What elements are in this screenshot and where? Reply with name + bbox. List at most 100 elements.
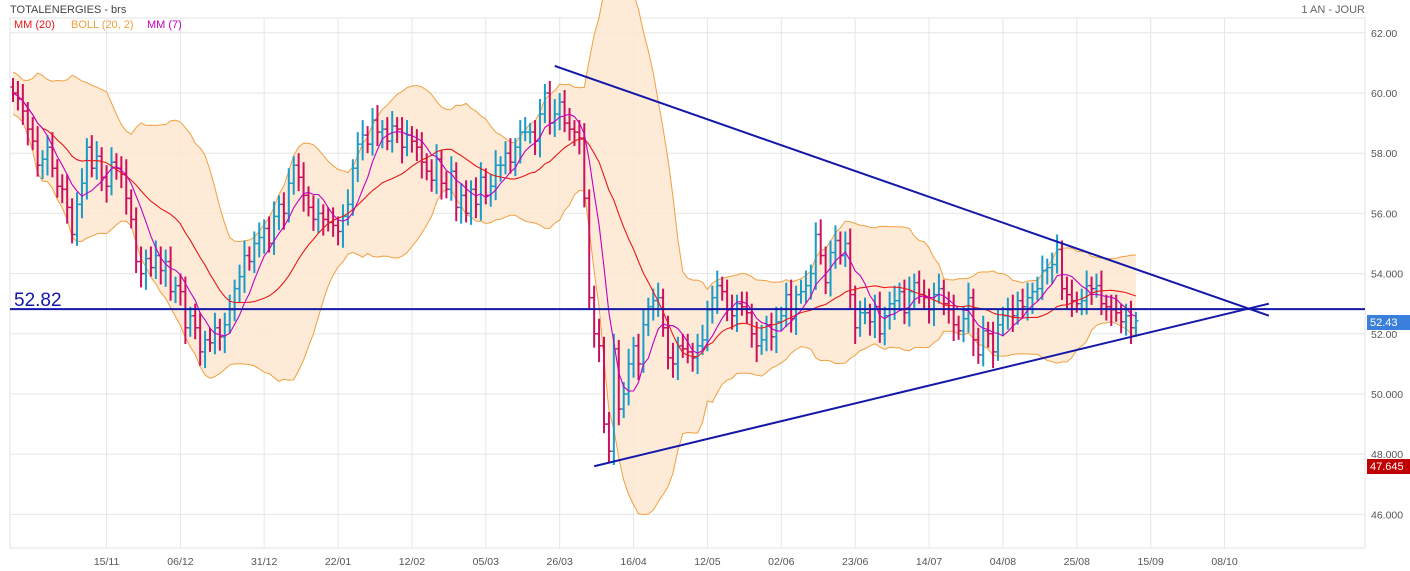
price-bar (645, 297, 651, 337)
price-bar (1059, 240, 1065, 301)
price-bar (177, 273, 183, 306)
x-tick-label: 05/03 (473, 556, 499, 568)
price-bar (44, 135, 50, 176)
price-bar (576, 120, 582, 155)
price-bar (49, 132, 55, 178)
y-tick-label: 48.000 (1371, 449, 1403, 461)
price-bar (355, 132, 361, 183)
y-tick-label: 58.00 (1371, 148, 1397, 160)
price-bar (852, 285, 858, 345)
price-bar (84, 138, 90, 200)
price-bar (256, 222, 262, 258)
price-bar (237, 264, 243, 303)
x-tick-label: 31/12 (251, 556, 277, 568)
price-bar (596, 318, 602, 363)
bollinger-lower-line (12, 113, 1137, 516)
price-bar (335, 216, 341, 246)
price-bar (803, 270, 809, 304)
price-bar (744, 291, 750, 325)
price-bar (182, 276, 188, 345)
price-bar (350, 159, 356, 216)
price-bar (1064, 276, 1070, 309)
legend-mm7: MM (7) (147, 19, 182, 31)
price-bar (862, 297, 868, 325)
price-bar (493, 150, 499, 201)
level-label-main: 52.82 (14, 290, 62, 311)
trend-line[interactable] (554, 64, 1270, 317)
price-bar (202, 330, 208, 369)
legend: MM (20) BOLL (20, 2) MM (7) (14, 19, 182, 31)
price-bar (1039, 255, 1045, 301)
price-bar (965, 282, 971, 333)
price-bar (961, 306, 967, 343)
y-tick-label: 54.000 (1371, 269, 1403, 281)
price-bar (379, 120, 385, 149)
price-bar (187, 306, 193, 337)
price-bar (813, 222, 819, 290)
price-bar (631, 336, 637, 378)
price-bar (1103, 294, 1109, 321)
price-bar (143, 249, 149, 290)
price-bar (616, 339, 622, 426)
price-bar (754, 321, 760, 363)
price-bar (419, 132, 425, 179)
price-bar (64, 174, 70, 224)
last-price-label: 52.43 (1370, 317, 1398, 329)
price-bar (522, 117, 528, 142)
price-bar (109, 147, 114, 196)
price-bar (148, 246, 154, 277)
price-bar (35, 126, 41, 177)
axes: 46.000 48.000 50.000 52.00 54.000 56.00 58.00 6… (94, 28, 1403, 568)
price-bar (818, 219, 824, 265)
price-bar (315, 198, 321, 234)
price-bar (370, 108, 376, 156)
price-bar (581, 123, 587, 208)
price-bar (261, 219, 267, 254)
price-bar (1084, 270, 1090, 315)
price-bar (517, 120, 523, 164)
price-bar (286, 168, 292, 223)
price-bar (980, 315, 986, 367)
price-bar (30, 117, 36, 151)
legend-mm20: MM (20) (14, 19, 55, 31)
price-bar (384, 117, 390, 151)
bollinger-upper-line (12, 0, 1136, 291)
price-bar (990, 321, 996, 369)
price-bar (562, 89, 568, 133)
last-price-badge (1367, 315, 1410, 330)
price-bar (626, 348, 632, 406)
price-bar (133, 207, 139, 273)
price-bar (714, 270, 720, 314)
price-levels: 52.82 52.43 47.645 (14, 290, 1410, 474)
period-label[interactable]: 1 AN - JOUR (1301, 4, 1365, 16)
price-bar (906, 276, 912, 327)
price-bar (734, 294, 740, 332)
price-bar (414, 129, 420, 162)
price-bar (823, 246, 829, 295)
price-bar (473, 177, 479, 219)
price-bar (670, 342, 676, 378)
price-bar (301, 162, 307, 212)
price-bar (128, 189, 134, 229)
price-bar (901, 279, 907, 325)
price-bar (458, 183, 464, 224)
trend-line[interactable] (593, 302, 1270, 468)
price-bar (281, 192, 287, 230)
price-bar (25, 102, 31, 146)
price-bar (1098, 270, 1104, 316)
price-bar (296, 153, 302, 192)
price-bar (463, 180, 469, 223)
price-bar (1025, 282, 1031, 321)
price-bar (975, 327, 981, 364)
price-bar (1020, 288, 1026, 319)
bollinger-band (12, 0, 1137, 516)
price-bar (759, 324, 765, 355)
price-bar (168, 246, 174, 301)
price-bar (448, 156, 454, 201)
price-bar (266, 216, 272, 253)
price-bar (74, 192, 80, 246)
price-bar (1069, 279, 1075, 317)
x-tick-label: 25/08 (1064, 556, 1090, 568)
price-bar (99, 147, 105, 192)
